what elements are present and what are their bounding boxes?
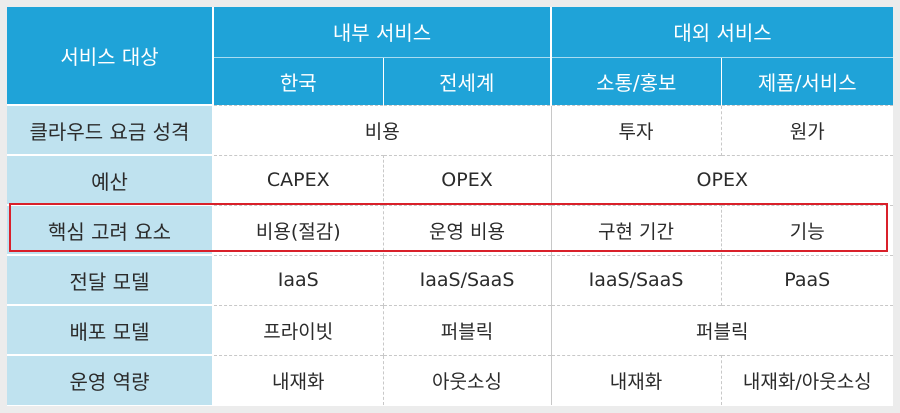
cell: IaaS/SaaS — [551, 254, 722, 305]
table-row: 클라우드 요금 성격 비용 투자 원가 — [7, 104, 894, 155]
header-internal-services: 내부 서비스 — [213, 7, 553, 58]
row-header-key-factors: 핵심 고려 요소 — [7, 204, 214, 255]
header-product-service: 제품/서비스 — [721, 57, 894, 105]
table-row: 배포 모델 프라이빗 퍼블릭 퍼블릭 — [7, 304, 894, 355]
cell: 구현 기간 — [551, 204, 722, 255]
row-header-delivery-model: 전달 모델 — [7, 254, 214, 305]
cell: OPEX — [551, 154, 894, 205]
cell: IaaS — [213, 254, 384, 305]
cell: 비용 — [213, 104, 552, 155]
service-comparison-table: 서비스 대상 내부 서비스 대외 서비스 한국 전세계 소통/홍보 제품/서비스… — [7, 7, 894, 405]
header-external-services: 대외 서비스 — [551, 7, 894, 58]
cell: 투자 — [551, 104, 722, 155]
table-row: 운영 역량 내재화 아웃소싱 내재화 내재화/아웃소싱 — [7, 354, 894, 405]
cell: 운영 비용 — [383, 204, 552, 255]
cell: 내재화 — [551, 354, 722, 405]
cell: 비용(절감) — [213, 204, 384, 255]
table-row: 전달 모델 IaaS IaaS/SaaS IaaS/SaaS PaaS — [7, 254, 894, 305]
cell: 퍼블릭 — [383, 304, 552, 355]
cell: 퍼블릭 — [551, 304, 894, 355]
row-header-operation-capability: 운영 역량 — [7, 354, 214, 405]
table-row: 예산 CAPEX OPEX OPEX — [7, 154, 894, 205]
cell: 내재화/아웃소싱 — [721, 354, 894, 405]
row-header-cloud-pricing: 클라우드 요금 성격 — [7, 104, 214, 155]
header-communication-pr: 소통/홍보 — [551, 57, 722, 105]
row-header-budget: 예산 — [7, 154, 214, 205]
cell: 아웃소싱 — [383, 354, 552, 405]
cell: 원가 — [721, 104, 894, 155]
cell: 프라이빗 — [213, 304, 384, 355]
cell: PaaS — [721, 254, 894, 305]
cell: CAPEX — [213, 154, 384, 205]
cell: 내재화 — [213, 354, 384, 405]
table-row: 핵심 고려 요소 비용(절감) 운영 비용 구현 기간 기능 — [7, 204, 894, 255]
header-service-target: 서비스 대상 — [7, 7, 214, 105]
cell: IaaS/SaaS — [383, 254, 552, 305]
cell: OPEX — [383, 154, 552, 205]
header-worldwide: 전세계 — [383, 57, 553, 105]
cell: 기능 — [721, 204, 894, 255]
header-korea: 한국 — [213, 57, 384, 105]
row-header-deployment-model: 배포 모델 — [7, 304, 214, 355]
